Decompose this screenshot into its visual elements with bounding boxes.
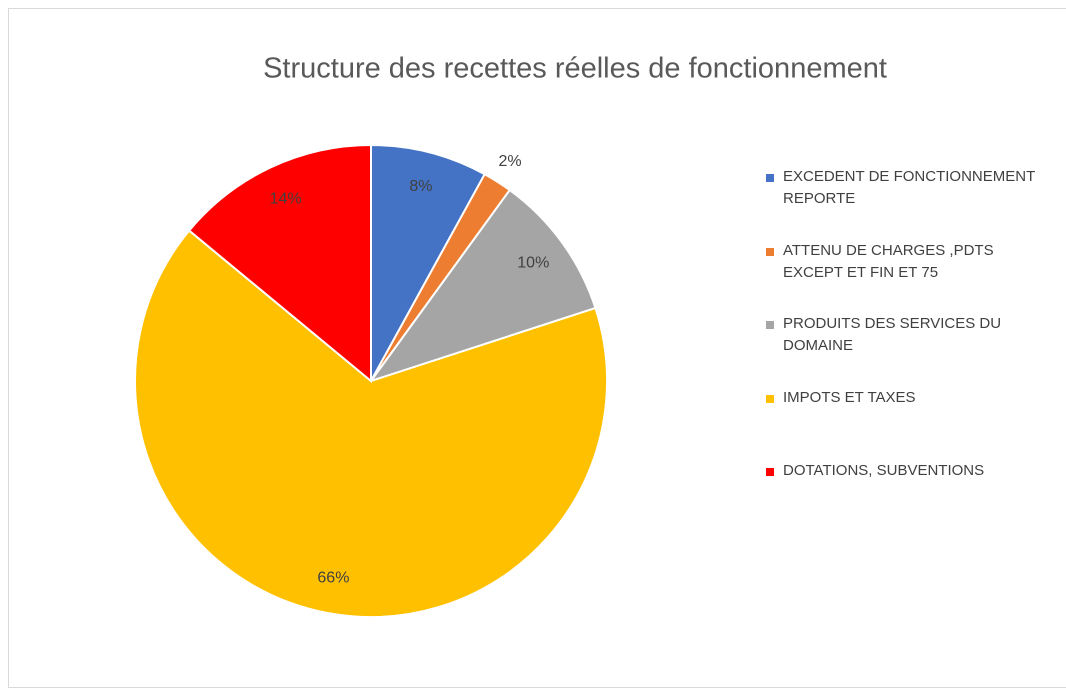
pie-slice: [134, 229, 608, 619]
legend-swatch: [766, 321, 774, 329]
legend-swatch: [766, 247, 774, 256]
data-label: 14%: [270, 191, 302, 208]
legend-swatch: [766, 468, 774, 476]
legend-label: EXCEDENT DE FONCTIONNEMENT REPORTE: [783, 168, 1035, 207]
pie-slice: [187, 143, 372, 384]
pie-slice: [370, 143, 487, 382]
legend-label: DOTATIONS, SUBVENTIONS: [783, 462, 985, 479]
pie-slice: [368, 188, 597, 383]
legend-label: ATTENU DE CHARGES ,PDTS EXCEPT ET FIN ET…: [783, 241, 994, 281]
data-label: 10%: [517, 254, 549, 271]
chart-title: Structure des recettes réelles de foncti…: [263, 53, 887, 85]
legend-swatch: [766, 394, 774, 403]
legend-swatch: [766, 174, 774, 182]
data-label: 8%: [409, 178, 432, 195]
legend-label: IMPOTS ET TAXES: [783, 388, 916, 406]
data-label: 66%: [317, 569, 349, 586]
legend-label: PRODUITS DES SERVICES DU DOMAINE: [783, 315, 1002, 354]
data-label: 2%: [499, 153, 522, 170]
